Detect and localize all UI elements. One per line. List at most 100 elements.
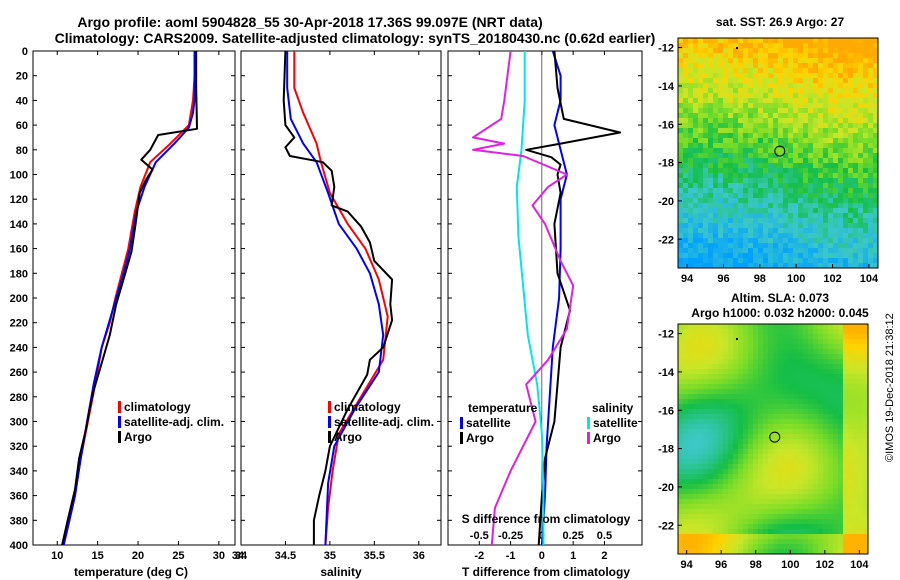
sla-map-cell: [863, 394, 869, 400]
sla-map-cell: [728, 479, 734, 485]
sla-map-cell: [858, 434, 864, 440]
sla-map-cell: [848, 504, 854, 510]
sst-map-cell: [848, 38, 854, 44]
sst-map-cell: [808, 118, 814, 124]
sla-map-cell: [678, 524, 684, 530]
sla-map-cell: [773, 404, 779, 410]
sla-map-cell: [838, 349, 844, 355]
sst-map-cell: [723, 263, 729, 269]
sst-map-cell: [748, 113, 754, 119]
sla-map-cell: [728, 329, 734, 335]
sla-map-cell: [848, 474, 854, 480]
sst-map-cell: [678, 263, 684, 269]
sst-map-cell: [848, 183, 854, 189]
sst-map-cell: [813, 163, 819, 169]
sla-map-cell: [678, 529, 684, 535]
sla-map-cell: [858, 379, 864, 385]
sst-map-cell: [768, 83, 774, 89]
sst-map-cell: [703, 153, 709, 159]
sla-map-cell: [683, 334, 689, 340]
sla-map-cell: [723, 334, 729, 340]
sla-map-cell: [818, 454, 824, 460]
sla-map-cell: [838, 324, 844, 330]
sst-map-cell: [733, 138, 739, 144]
sst-map-cell: [778, 93, 784, 99]
sla-map-cell: [678, 419, 684, 425]
sla-map-title-line-2: Argo h1000: 0.032 h2000: 0.045: [691, 306, 869, 320]
sst-map-cell: [703, 123, 709, 129]
sst-map-cell: [788, 108, 794, 114]
sst-map-cell: [688, 233, 694, 239]
sst-map-cell: [848, 78, 854, 84]
sst-map-cell: [733, 228, 739, 234]
sst-map-cell: [708, 113, 714, 119]
sst-map-cell: [788, 183, 794, 189]
sst-map-cell: [683, 258, 689, 264]
sst-map-cell: [728, 133, 734, 139]
sla-map-cell: [813, 434, 819, 440]
sla-map-cell: [808, 424, 814, 430]
sla-map-cell: [818, 474, 824, 480]
sst-map-cell: [768, 153, 774, 159]
sla-map-cell: [793, 424, 799, 430]
sst-map-cell: [793, 73, 799, 79]
sla-map-cell: [788, 444, 794, 450]
sla-map-cell: [768, 329, 774, 335]
sla-map-cell: [713, 504, 719, 510]
sla-map-cell: [688, 354, 694, 360]
sla-map-cell: [758, 544, 764, 550]
sst-map-cell: [768, 203, 774, 209]
sst-map-cell: [718, 233, 724, 239]
sst-map-cell: [793, 128, 799, 134]
sst-map-cell: [713, 153, 719, 159]
sla-map-cell: [713, 549, 719, 555]
sst-map-cell: [698, 93, 704, 99]
sla-map-cell: [798, 549, 804, 555]
sst-map-cell: [683, 158, 689, 164]
sla-map-cell: [693, 499, 699, 505]
sla-map-cell: [753, 329, 759, 335]
sla-map-cell: [748, 449, 754, 455]
sla-map-cell: [753, 324, 759, 330]
sla-map-cell: [698, 389, 704, 395]
sst-map-cell: [848, 43, 854, 49]
sla-map-cell: [753, 434, 759, 440]
sst-map-cell: [783, 73, 789, 79]
sst-map-cell: [723, 103, 729, 109]
sst-map-cell: [853, 118, 859, 124]
sst-map-cell: [803, 83, 809, 89]
s-difference-axis-label: S difference from climatology: [462, 512, 631, 526]
sst-map-cell: [873, 168, 879, 174]
sla-map-cell: [793, 384, 799, 390]
sst-map-cell: [683, 193, 689, 199]
sla-map-cell: [718, 449, 724, 455]
map-x-tick-label: 98: [750, 559, 762, 571]
sst-map-cell: [818, 153, 824, 159]
sla-map-cell: [758, 349, 764, 355]
sst-map-cell: [818, 38, 824, 44]
sst-map-cell: [698, 138, 704, 144]
sst-map-cell: [768, 38, 774, 44]
sst-map-cell: [803, 78, 809, 84]
sla-map-cell: [718, 434, 724, 440]
sst-map-cell: [788, 113, 794, 119]
sst-map-cell: [693, 183, 699, 189]
sst-map-cell: [863, 118, 869, 124]
sla-map-cell: [853, 514, 859, 520]
sst-map-cell: [748, 38, 754, 44]
sst-map-cell: [773, 38, 779, 44]
sst-map-cell: [783, 88, 789, 94]
sla-map-cell: [833, 479, 839, 485]
sla-map-cell: [728, 519, 734, 525]
sla-map-cell: [823, 389, 829, 395]
sst-map-cell: [678, 123, 684, 129]
sla-map-cell: [833, 364, 839, 370]
sla-map-cell: [823, 539, 829, 545]
sst-map-cell: [868, 253, 874, 259]
sla-map-cell: [798, 384, 804, 390]
sla-map-cell: [858, 499, 864, 505]
sst-map-cell: [813, 158, 819, 164]
sla-map-cell: [708, 469, 714, 475]
sla-map-cell: [693, 324, 699, 330]
sla-map-cell: [768, 419, 774, 425]
